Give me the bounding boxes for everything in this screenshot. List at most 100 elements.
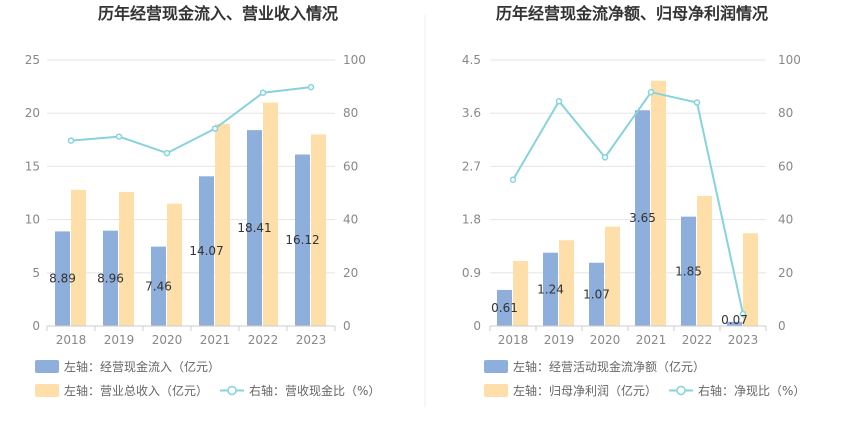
line-point: [115, 133, 123, 140]
line-point: [67, 137, 75, 144]
legend-swatch: [35, 360, 59, 373]
bar-secondary: [311, 134, 326, 326]
x-tick-label: 2021: [200, 333, 231, 347]
y-left-tick-label: 1.8: [462, 213, 481, 227]
bar-secondary: [215, 123, 230, 326]
line-point: [509, 176, 517, 183]
chart-net-cashflow-profit: 历年经营现金流净额、归母净利润情况 0.61 1.24 1.07 3.65 1.85 0.…: [462, 4, 806, 398]
y-right-tick-label: 0: [343, 319, 351, 333]
x-tick-label: 2018: [498, 333, 529, 347]
bar-secondary: [71, 189, 86, 326]
y-left-tick-label: 3.6: [462, 106, 481, 120]
line-point: [211, 125, 219, 132]
x-tick-label: 2023: [728, 333, 759, 347]
legend-swatch: [484, 384, 508, 397]
bar-secondary: [513, 260, 528, 326]
bar-secondary: [697, 195, 712, 326]
chart-title: 历年经营现金流入、营业收入情况: [98, 4, 338, 23]
y-left-tick-label: 0: [32, 319, 40, 333]
bar-primary: [681, 216, 696, 326]
bar-secondary: [743, 233, 758, 326]
data-label: 7.46: [145, 279, 172, 293]
bar-primary: [55, 231, 70, 326]
bar-secondary: [559, 240, 574, 326]
y-right-tick-label: 100: [778, 53, 801, 67]
bar-primary: [543, 252, 558, 326]
y-left-tick-label: 2.7: [462, 159, 481, 173]
x-tick-label: 2019: [104, 333, 135, 347]
y-right-tick-label: 40: [778, 213, 793, 227]
y-left-tick-label: 4.5: [462, 53, 481, 67]
y-right-tick-label: 60: [343, 159, 358, 173]
legend-line-marker: [676, 385, 686, 396]
y-right-tick-label: 20: [343, 266, 358, 280]
data-label: 14.07: [189, 244, 223, 258]
x-tick-label: 2018: [56, 333, 87, 347]
line-point: [739, 310, 747, 318]
bar-primary: [727, 321, 742, 326]
data-label: 8.96: [97, 271, 124, 285]
bar-primary: [247, 130, 262, 326]
legend-swatch: [484, 360, 508, 373]
y-left-tick-label: 15: [25, 159, 40, 173]
y-left-tick-label: 0.9: [462, 266, 481, 280]
chart-cash-inflow-revenue: 历年经营现金流入、营业收入情况 8.89 8.96 7.46 14.07 18.41 16…: [25, 4, 381, 398]
data-label: 18.41: [237, 221, 271, 235]
y-right-tick-label: 0: [778, 319, 786, 333]
line-point: [693, 99, 701, 106]
line-point: [601, 154, 609, 161]
y-right-tick-label: 80: [778, 106, 793, 120]
legend-label: 左轴：经营活动现金流净额（亿元）: [513, 359, 705, 374]
data-label: 3.65: [629, 211, 656, 225]
bar-primary: [199, 176, 214, 326]
legend-label: 左轴：经营现金流入（亿元）: [64, 359, 220, 374]
x-tick-label: 2019: [544, 333, 575, 347]
line-point: [259, 89, 267, 96]
data-label: 16.12: [285, 233, 319, 247]
line-point: [647, 88, 655, 96]
series-line: [70, 86, 312, 155]
data-label: 1.24: [537, 282, 564, 296]
y-left-tick-label: 10: [25, 213, 40, 227]
data-label: 8.89: [49, 272, 76, 286]
bar-secondary: [605, 226, 620, 326]
x-tick-label: 2023: [296, 333, 327, 347]
y-right-tick-label: 100: [343, 53, 366, 67]
legend-line-marker: [227, 385, 237, 396]
line-point: [307, 83, 315, 91]
legend-label: 左轴：归母净利润（亿元）: [513, 383, 657, 398]
bar-primary: [635, 110, 650, 326]
chart-title: 历年经营现金流净额、归母净利润情况: [496, 4, 768, 23]
line-point: [163, 149, 171, 157]
data-label: 1.07: [583, 287, 610, 301]
bar-secondary: [119, 191, 134, 326]
y-left-tick-label: 20: [25, 106, 40, 120]
y-right-tick-label: 80: [343, 106, 358, 120]
data-label: 0.07: [721, 313, 748, 327]
data-label: 1.85: [675, 264, 702, 278]
x-tick-label: 2022: [682, 333, 713, 347]
legend-label: 右轴：净现比（%）: [698, 383, 805, 398]
bar-primary: [295, 154, 310, 326]
bar-secondary: [167, 203, 182, 326]
y-left-tick-label: 5: [32, 266, 40, 280]
bar-primary: [497, 289, 512, 326]
legend-label: 左轴：营业总收入（亿元）: [64, 383, 208, 398]
legend-swatch: [35, 384, 59, 397]
y-left-tick-label: 0: [473, 319, 481, 333]
y-right-tick-label: 60: [778, 159, 793, 173]
data-label: 0.61: [491, 301, 518, 315]
legend-label: 右轴：营收现金比（%）: [249, 383, 380, 398]
line-point: [555, 97, 563, 105]
x-tick-label: 2021: [636, 333, 667, 347]
series-line: [512, 91, 744, 315]
bar-primary: [151, 246, 166, 326]
bar-secondary: [263, 102, 278, 326]
y-left-tick-label: 25: [25, 53, 40, 67]
y-right-tick-label: 40: [343, 213, 358, 227]
bar-primary: [103, 230, 118, 326]
bar-secondary: [651, 80, 666, 326]
x-tick-label: 2020: [152, 333, 183, 347]
bar-primary: [589, 262, 604, 326]
